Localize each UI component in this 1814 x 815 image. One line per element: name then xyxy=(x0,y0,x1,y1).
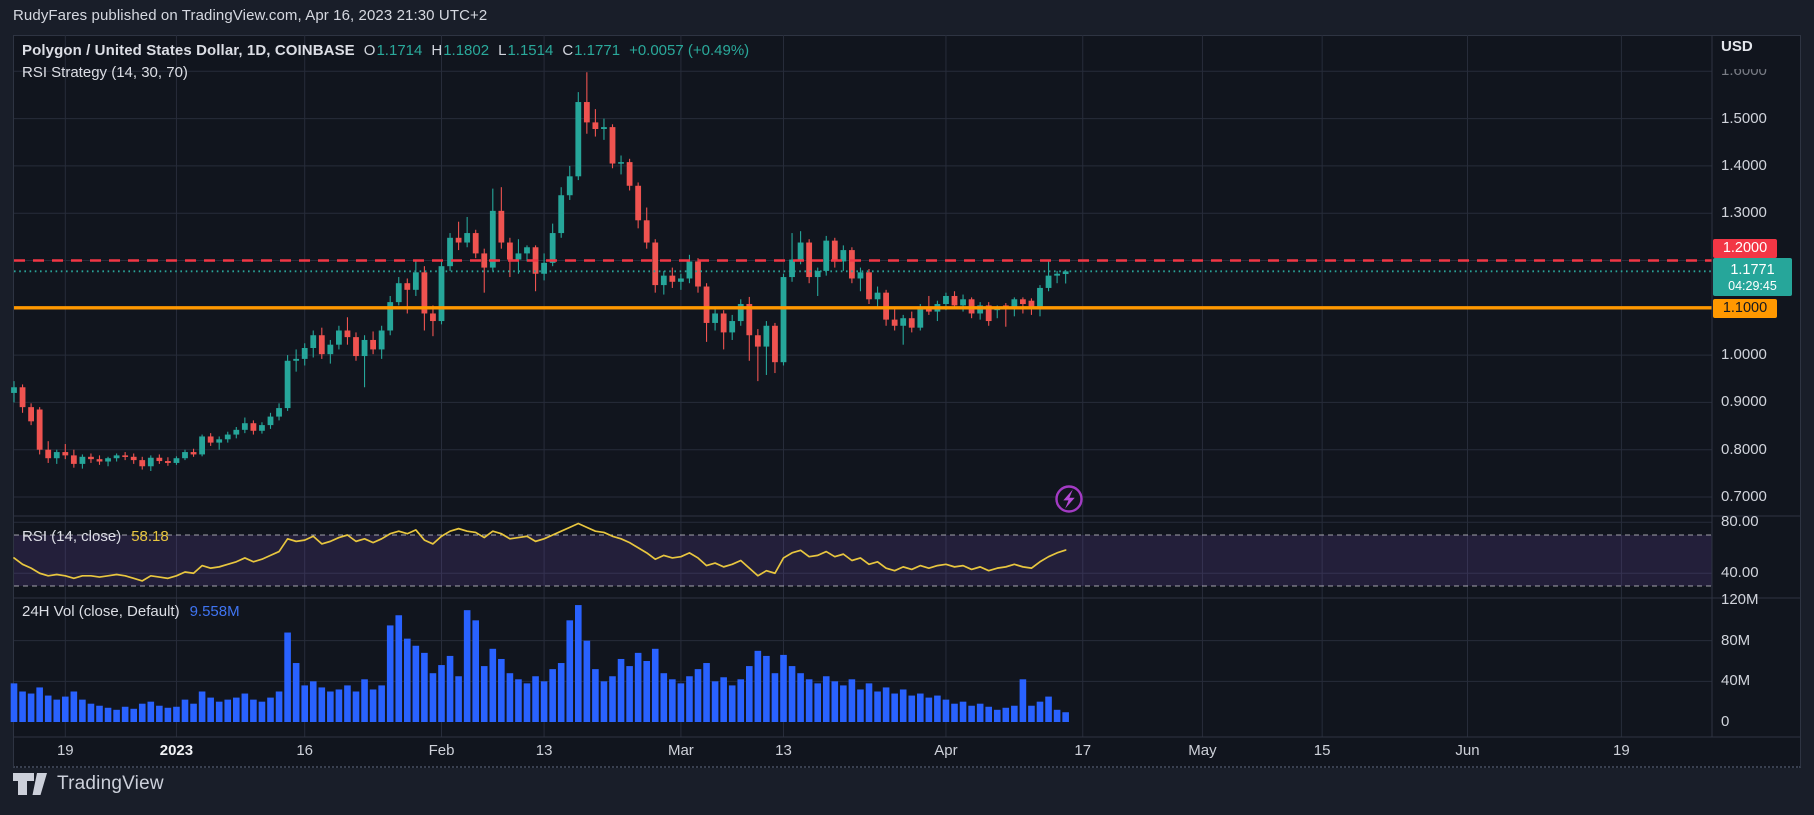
attribution-header: RudyFares published on TradingView.com, … xyxy=(13,7,488,24)
open-label: O xyxy=(363,42,376,59)
rsi-line xyxy=(13,522,1067,582)
open-value: 1.1714 xyxy=(376,42,423,59)
price-axis-unit: USD xyxy=(1721,38,1753,55)
close-value: 1.1771 xyxy=(574,42,621,59)
time-tick: Jun xyxy=(1455,742,1480,759)
price-tick: 1.6000 xyxy=(1721,62,1767,80)
support-price-badge: 1.1000 xyxy=(1713,299,1777,318)
symbol-title: Polygon / United States Dollar, 1D, COIN… xyxy=(22,42,355,59)
price-tick: 1.5000 xyxy=(1721,109,1767,127)
rsi-label: RSI (14, close) xyxy=(22,528,122,545)
time-tick: 19 xyxy=(56,742,74,759)
symbol-legend-row[interactable]: Polygon / United States Dollar, 1D, COIN… xyxy=(22,42,749,59)
price-tick: 1.4000 xyxy=(1721,156,1767,174)
frame-lines xyxy=(13,35,1800,738)
resistance-price-badge: 1.2000 xyxy=(1713,239,1777,258)
time-tick: Mar xyxy=(667,742,694,759)
rsi-value: 58.18 xyxy=(131,528,169,545)
price-tick: 0.9000 xyxy=(1721,393,1767,411)
strategy-legend-row[interactable]: RSI Strategy (14, 30, 70) xyxy=(22,64,188,81)
time-tick: Apr xyxy=(934,742,958,759)
volume-tick: 120M xyxy=(1721,590,1759,608)
rsi-tick: 80.00 xyxy=(1721,513,1759,531)
bar-countdown: 04:29:45 xyxy=(1728,278,1777,293)
rsi-legend-row[interactable]: RSI (14, close) 58.18 xyxy=(22,528,169,545)
price-tick: 1.3000 xyxy=(1721,204,1767,222)
time-tick: Feb xyxy=(428,742,455,759)
volume-tick: 0 xyxy=(1721,713,1730,730)
time-tick: 13 xyxy=(535,742,553,759)
flash-icon[interactable] xyxy=(1055,485,1083,513)
tradingview-logo-icon xyxy=(13,773,47,795)
volume-tick: 40M xyxy=(1721,672,1751,690)
price-tick: 0.7000 xyxy=(1721,488,1767,505)
change-value: +0.0057 (+0.49%) xyxy=(629,42,750,59)
tradingview-footer[interactable]: TradingView xyxy=(13,772,164,796)
tradingview-brand-text: TradingView xyxy=(57,773,164,794)
low-label: L xyxy=(498,42,507,59)
candles-layer xyxy=(11,72,1069,471)
volume-value: 9.558M xyxy=(189,603,240,620)
volume-bars-layer xyxy=(10,605,1069,722)
time-tick: 15 xyxy=(1313,742,1331,759)
time-tick: 2023 xyxy=(159,742,194,759)
time-tick: May xyxy=(1188,742,1217,759)
rsi-tick: 40.00 xyxy=(1721,564,1759,582)
time-tick: 19 xyxy=(1613,742,1630,759)
high-value: 1.1802 xyxy=(443,42,490,59)
price-tick: 1.0000 xyxy=(1721,346,1767,364)
volume-tick: 80M xyxy=(1721,631,1751,649)
volume-legend-row[interactable]: 24H Vol (close, Default) 9.558M xyxy=(22,603,240,620)
volume-label: 24H Vol (close, Default) xyxy=(22,603,180,620)
low-value: 1.1514 xyxy=(507,42,554,59)
grid-lines xyxy=(14,35,1712,737)
chart-widget[interactable] xyxy=(13,35,1801,768)
last-price-badge: 1.1771 04:29:45 xyxy=(1713,258,1792,296)
time-tick: 17 xyxy=(1074,742,1092,759)
time-tick: 13 xyxy=(775,742,792,759)
close-label: C xyxy=(562,42,574,59)
price-tick: 0.8000 xyxy=(1721,440,1767,458)
time-tick: 16 xyxy=(296,742,314,759)
high-label: H xyxy=(431,42,443,59)
